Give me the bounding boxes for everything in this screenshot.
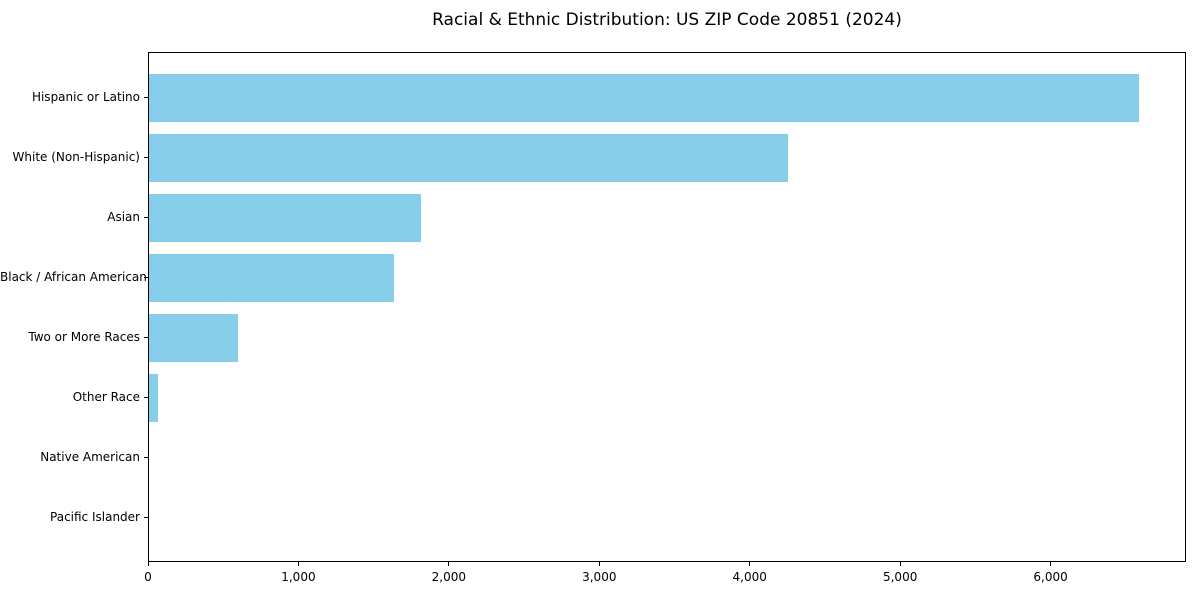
y-tick-label: Asian: [107, 210, 140, 224]
y-tick-label: Native American: [40, 450, 140, 464]
y-tick: [144, 96, 148, 98]
chart-title: Racial & Ethnic Distribution: US ZIP Cod…: [432, 10, 902, 30]
y-tick-label: Two or More Races: [28, 330, 140, 344]
bar: [149, 314, 238, 362]
y-tick-label: Black / African American: [0, 270, 147, 284]
y-tick-label: White (Non-Hispanic): [12, 150, 140, 164]
x-tick-label: 4,000: [732, 570, 767, 584]
x-tick: [598, 562, 600, 566]
y-tick: [144, 396, 148, 398]
x-tick-label: 2,000: [431, 570, 467, 584]
bar: [149, 254, 395, 302]
bar: [149, 74, 1139, 122]
y-tick: [144, 336, 148, 338]
x-tick-label: 3,000: [582, 570, 617, 584]
plot-area: [148, 52, 1186, 562]
y-tick: [144, 516, 148, 518]
x-tick-label: 5,000: [882, 570, 918, 584]
x-tick: [147, 562, 149, 566]
bar: [149, 194, 422, 242]
x-tick: [899, 562, 901, 566]
y-tick: [144, 456, 148, 458]
y-tick: [144, 156, 148, 158]
y-tick: [144, 216, 148, 218]
y-tick: [144, 276, 148, 278]
x-tick: [448, 562, 450, 566]
bar: [149, 374, 159, 422]
x-tick: [749, 562, 751, 566]
y-tick-label: Pacific Islander: [50, 510, 140, 524]
bar: [149, 134, 789, 182]
x-tick-label: 1,000: [281, 570, 316, 584]
x-tick: [297, 562, 299, 566]
y-tick-label: Hispanic or Latino: [31, 90, 140, 104]
x-tick-label: 6,000: [1033, 570, 1068, 584]
y-tick-label: Other Race: [72, 390, 140, 404]
x-tick-label: 0: [144, 570, 152, 584]
x-tick: [1050, 562, 1052, 566]
